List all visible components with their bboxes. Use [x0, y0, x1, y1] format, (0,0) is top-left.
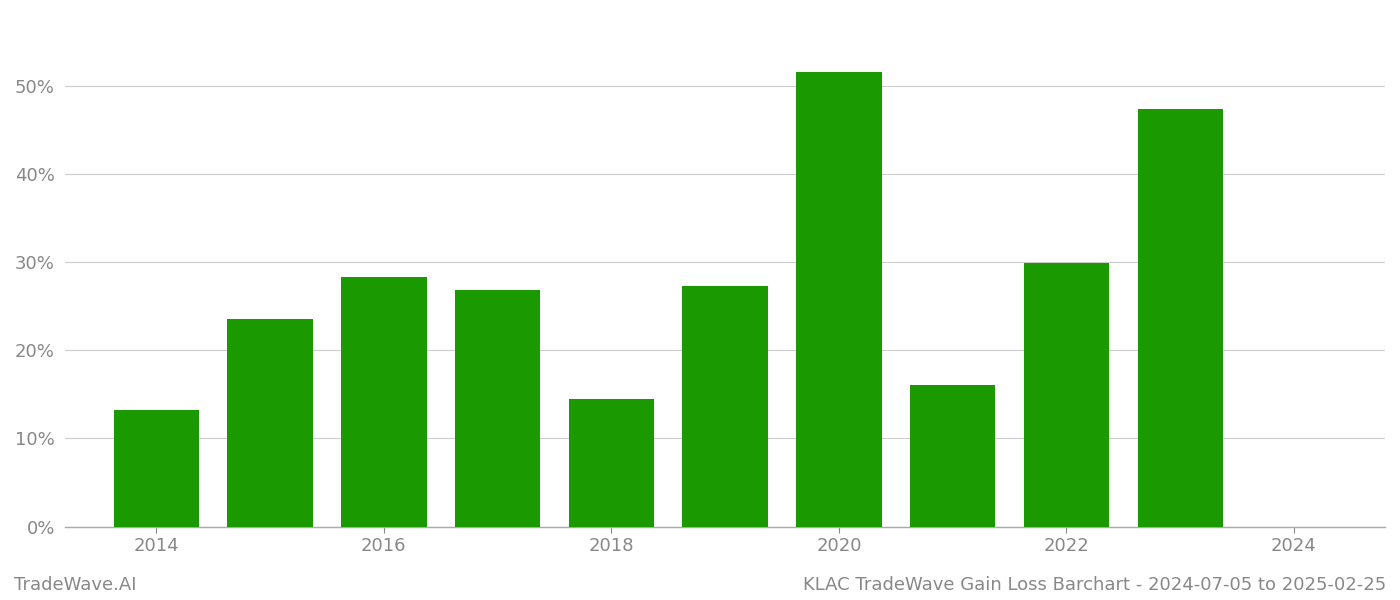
- Bar: [1023, 263, 1109, 527]
- Bar: [910, 385, 995, 527]
- Bar: [227, 319, 312, 527]
- Bar: [797, 73, 882, 527]
- Bar: [342, 277, 427, 527]
- Bar: [682, 286, 767, 527]
- Text: TradeWave.AI: TradeWave.AI: [14, 576, 137, 594]
- Bar: [1138, 109, 1222, 527]
- Bar: [455, 290, 540, 527]
- Bar: [113, 410, 199, 527]
- Text: KLAC TradeWave Gain Loss Barchart - 2024-07-05 to 2025-02-25: KLAC TradeWave Gain Loss Barchart - 2024…: [802, 576, 1386, 594]
- Bar: [568, 398, 654, 527]
